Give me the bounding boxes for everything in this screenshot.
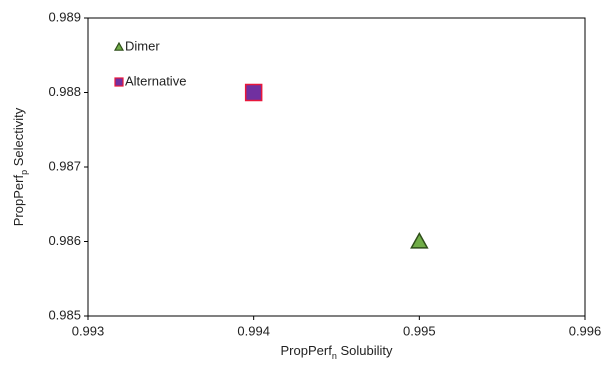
y-axis-label-part: Selectivity	[11, 107, 26, 170]
legend-marker	[114, 77, 124, 87]
y-tick-label: 0.987	[48, 158, 81, 173]
x-axis-label-part: n	[332, 351, 337, 361]
y-axis-label-part: PropPerf	[11, 175, 26, 227]
legend-label: Alternative	[125, 73, 186, 88]
y-tick-label: 0.989	[48, 9, 81, 24]
legend-label: Dimer	[125, 38, 160, 53]
y-axis-label: PropPerfp Selectivity	[11, 107, 29, 226]
x-tick-label: 0.995	[403, 323, 436, 338]
marker-square	[244, 83, 263, 102]
y-tick-label: 0.985	[48, 307, 81, 322]
x-tick-label: 0.993	[72, 323, 105, 338]
y-tick-label: 0.988	[48, 84, 81, 99]
x-axis-label: PropPerfn Solubility	[281, 343, 393, 361]
legend-marker	[113, 41, 125, 51]
x-tick-label: 0.996	[569, 323, 602, 338]
x-tick-label: 0.994	[237, 323, 270, 338]
y-axis-label-part: p	[19, 170, 29, 175]
x-axis-label-part: Solubility	[337, 343, 393, 358]
y-tick-label: 0.986	[48, 233, 81, 248]
plot-frame	[87, 17, 586, 317]
marker-triangle	[410, 231, 429, 249]
x-axis-label-part: PropPerf	[281, 343, 333, 358]
